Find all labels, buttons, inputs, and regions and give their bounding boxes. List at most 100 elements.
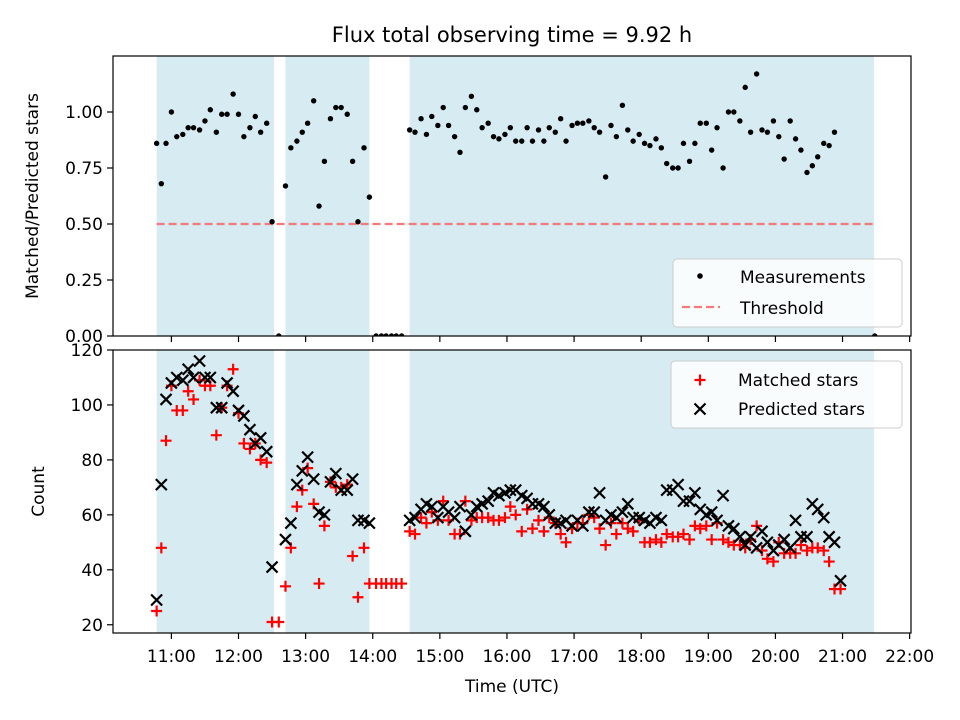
measurement-point [664,160,670,167]
predicted-star-point [431,511,445,524]
matched-star-point [818,545,830,557]
matched-star-point [555,528,567,540]
measurement-point [529,138,536,144]
legend-box [670,360,903,429]
measurement-point [658,145,665,151]
predicted-star-point [284,516,298,530]
predicted-star-point [834,574,847,588]
predicted-star-point [181,362,195,376]
matched-star-point [694,523,706,535]
y-axis-label: Matched/Predicted stars [23,93,43,299]
measurement-point [257,129,264,135]
measurement-point [809,163,816,169]
measurement-point [321,158,328,164]
measurement-point [373,333,379,336]
predicted-star-point [210,401,223,414]
measurement-point [282,183,289,189]
observing-window-span [156,350,275,633]
predicted-star-point [542,508,556,522]
measurement-point [378,333,385,336]
x-tick-label: 13:00 [281,647,330,667]
predicted-star-point [582,505,596,519]
measurement-point [725,109,732,115]
measurement-point [349,158,356,164]
predicted-star-point [537,500,551,513]
y-tick-label: 0.00 [65,327,103,347]
measurement-point [613,133,620,140]
predicted-star-point [243,423,257,436]
x-tick-label: 17:00 [550,647,599,667]
matched-star-point [261,457,273,469]
measurement-point [569,122,575,129]
measurement-point [224,111,230,117]
measurement-point [429,113,435,120]
measurement-point [574,120,581,126]
measurement-point [798,147,804,153]
predicted-star-point [817,511,831,524]
matched-star-point [560,536,572,548]
measurement-point [512,138,519,144]
matched-star-point [538,525,550,537]
predicted-star-point [363,516,376,530]
matched-star-point [358,542,370,554]
measurement-point [269,219,275,225]
measurement-point [462,104,469,111]
y-tick-label: 1.00 [65,103,103,123]
measurement-point [388,333,395,336]
legend: Measurements Threshold [672,258,903,328]
measurement-point [524,124,530,131]
measurement-point [703,120,709,126]
measurement-point [361,145,367,151]
predicted-star-point [290,478,304,491]
matched-star-point [188,393,200,405]
predicted-star-point [254,431,267,445]
measurement-point [316,203,322,209]
measurement-point [383,333,389,336]
measurement-point [546,124,552,131]
predicted-star-point [688,486,702,500]
measurement-point [686,158,693,164]
measurement-point [366,194,373,200]
matched-star-point [160,435,172,447]
predicted-star-point [193,354,206,368]
measurement-point [731,109,737,115]
measurement-point [304,120,311,126]
matched-star-point [493,514,505,526]
data-points [153,71,878,336]
predicted-star-point [340,483,354,497]
predicted-star-point [448,511,461,524]
legend-measurements-marker [697,273,703,279]
measurement-point [821,140,827,147]
matched-star-point [600,539,612,551]
predicted-star-point [453,500,467,513]
predicted-star-point [150,593,163,607]
y-tick-label: 60 [81,506,103,526]
measurement-point [792,136,799,142]
predicted-star-point [705,505,718,519]
observing-window-span [285,56,370,336]
predicted-star-point [346,472,359,486]
measurement-point [697,120,703,126]
predicted-star-point [733,530,747,544]
measurement-point [247,124,253,131]
matched-star-point [627,525,639,537]
matched-star-point [313,578,325,590]
measurement-point [619,102,626,108]
measurement-point [770,118,777,124]
measurement-point [557,116,564,122]
x-tick-label: 16:00 [482,647,531,667]
measurement-point [276,333,282,336]
bottom-panel: 20 40 60 80 100 120 11:00 12:00 13:00 14:00 15:00 1… [29,341,934,667]
predicted-star-point [329,467,343,480]
measurement-point [457,149,463,156]
measurement-point [519,138,525,144]
measurement-point [263,120,270,126]
matched-star-point [510,509,522,521]
predicted-star-point [783,541,797,555]
predicted-star-point [176,373,190,387]
predicted-star-point [761,536,774,549]
matched-star-point [499,512,511,524]
predicted-star-point [237,409,251,423]
measurement-point [552,129,558,135]
